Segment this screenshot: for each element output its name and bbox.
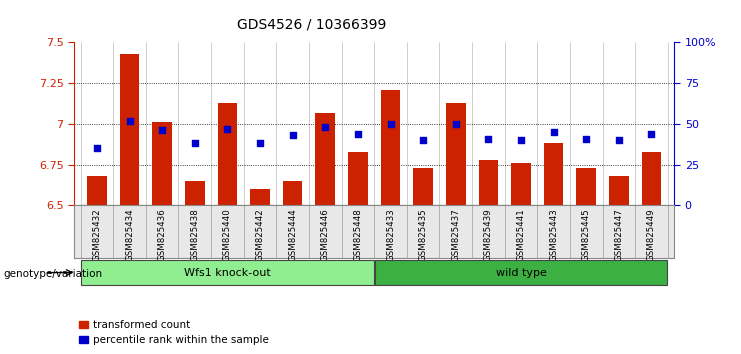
Bar (413, 168, 433, 205)
Point (613, 137, 625, 143)
Bar (316, 113, 335, 205)
Point (548, 129, 559, 135)
Text: GSM825444: GSM825444 (288, 208, 297, 261)
Text: genotype/variation: genotype/variation (4, 269, 103, 279)
Text: GSM825443: GSM825443 (549, 208, 558, 261)
Bar (544, 143, 563, 205)
Point (515, 137, 527, 143)
Point (189, 141, 201, 146)
Point (156, 127, 168, 133)
Bar (479, 160, 498, 205)
FancyBboxPatch shape (375, 260, 667, 285)
Text: GSM825436: GSM825436 (158, 208, 167, 261)
Text: Wfs1 knock-out: Wfs1 knock-out (184, 268, 270, 278)
Text: GDS4526 / 10366399: GDS4526 / 10366399 (236, 18, 386, 32)
Text: GSM825435: GSM825435 (419, 208, 428, 261)
Text: GSM825446: GSM825446 (321, 208, 330, 261)
Bar (511, 163, 531, 205)
Bar (185, 181, 205, 205)
Text: GSM825438: GSM825438 (190, 208, 199, 261)
Bar (250, 189, 270, 205)
Text: GSM825442: GSM825442 (256, 208, 265, 261)
Text: GSM825449: GSM825449 (647, 208, 656, 261)
Text: GSM825439: GSM825439 (484, 208, 493, 261)
Bar (642, 152, 661, 205)
Bar (87, 176, 107, 205)
Point (254, 141, 266, 146)
Point (580, 136, 592, 141)
Point (482, 136, 494, 141)
Bar (153, 122, 172, 205)
Text: GSM825447: GSM825447 (614, 208, 623, 261)
FancyBboxPatch shape (82, 260, 373, 285)
Text: GSM825432: GSM825432 (93, 208, 102, 261)
Point (385, 121, 396, 127)
Bar (576, 168, 596, 205)
Bar (283, 181, 302, 205)
Point (417, 137, 429, 143)
Bar (120, 54, 139, 205)
Point (352, 131, 364, 137)
Bar (446, 103, 465, 205)
Bar (348, 152, 368, 205)
Point (222, 126, 233, 132)
Point (319, 124, 331, 130)
Point (450, 121, 462, 127)
Text: GSM825445: GSM825445 (582, 208, 591, 261)
Text: GSM825434: GSM825434 (125, 208, 134, 261)
Legend: transformed count, percentile rank within the sample: transformed count, percentile rank withi… (79, 320, 269, 345)
Point (124, 118, 136, 124)
Bar (381, 90, 400, 205)
Point (287, 132, 299, 138)
Bar (609, 176, 628, 205)
Text: GSM825448: GSM825448 (353, 208, 362, 261)
Text: GSM825440: GSM825440 (223, 208, 232, 261)
Text: GSM825433: GSM825433 (386, 208, 395, 261)
Point (645, 131, 657, 137)
Text: GSM825437: GSM825437 (451, 208, 460, 261)
Text: wild type: wild type (496, 268, 546, 278)
Bar (218, 103, 237, 205)
Point (91, 145, 103, 151)
Text: GSM825441: GSM825441 (516, 208, 525, 261)
